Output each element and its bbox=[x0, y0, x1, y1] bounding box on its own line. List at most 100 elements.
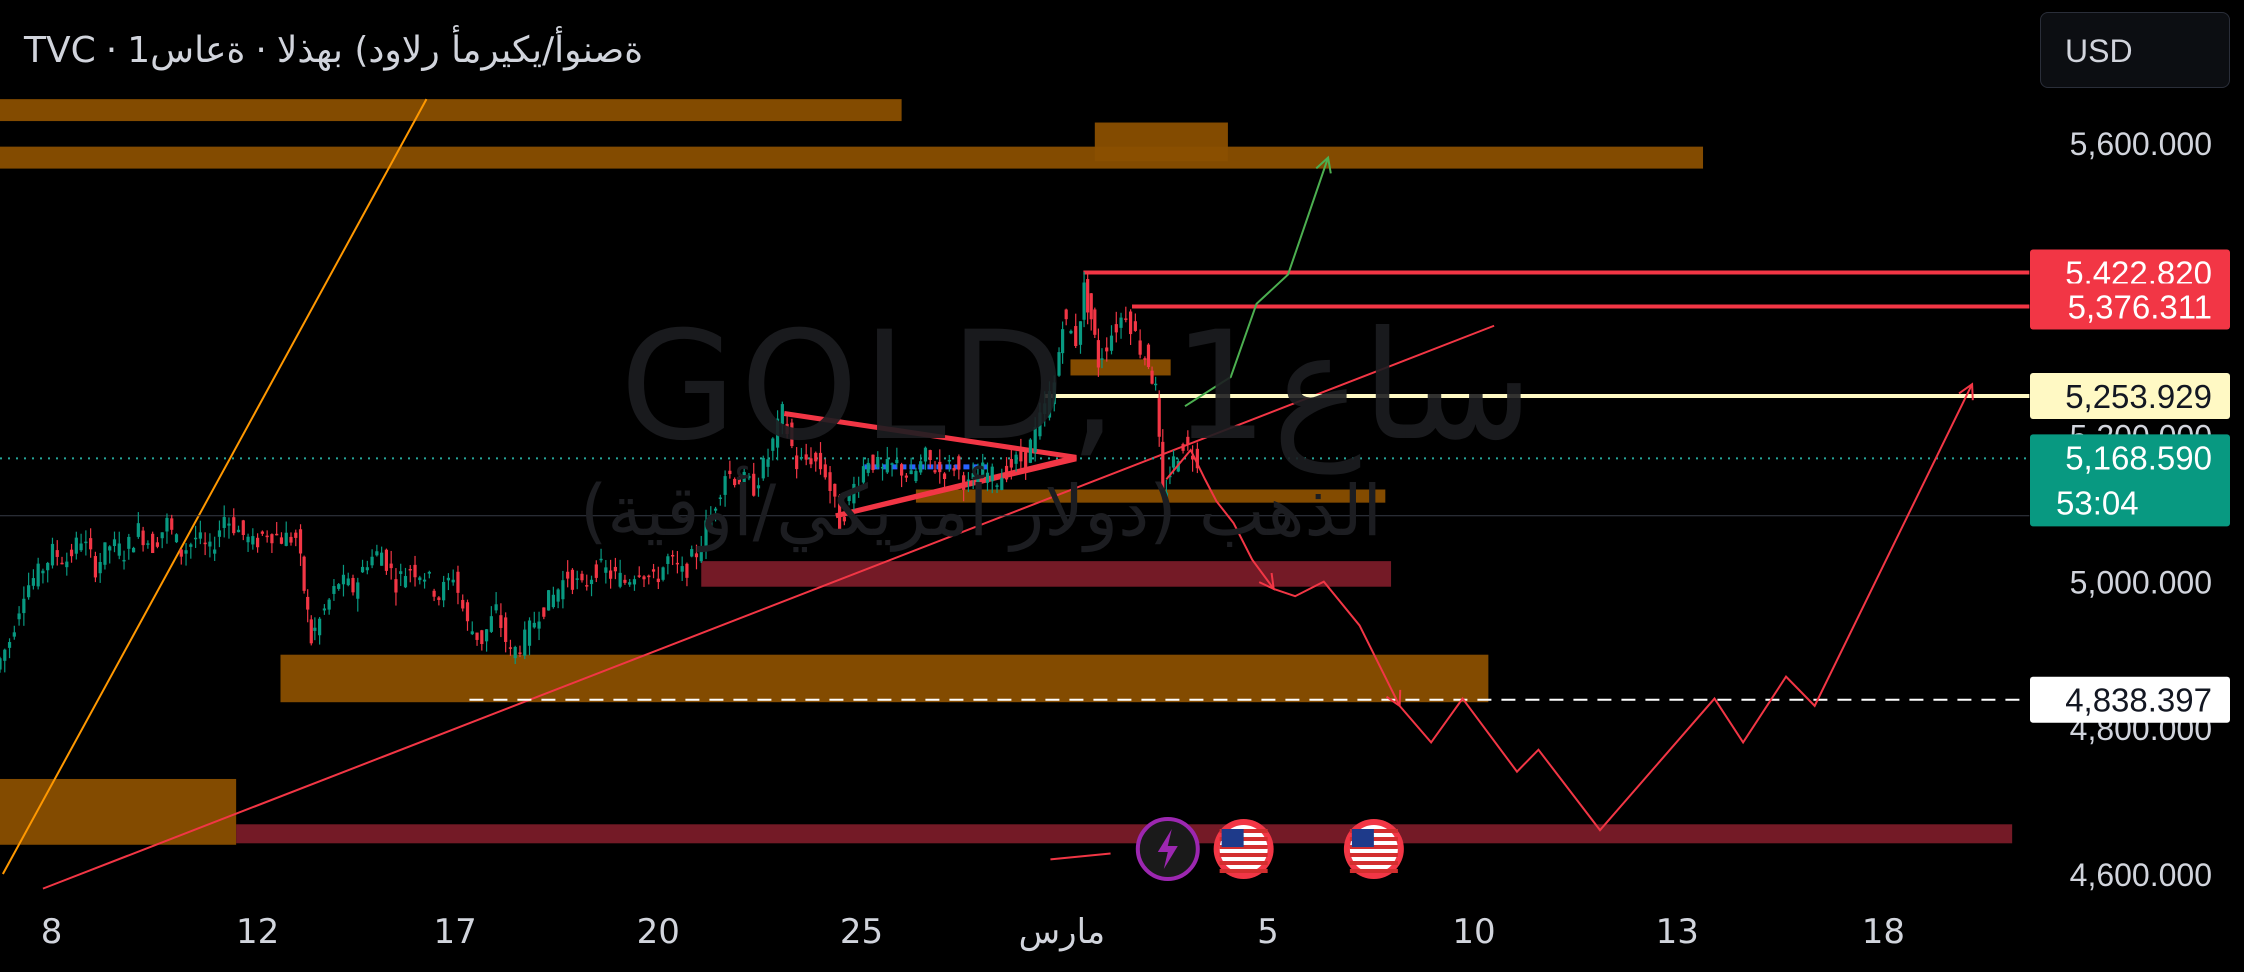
candle-body bbox=[799, 457, 804, 459]
candle-body bbox=[408, 568, 412, 571]
candle-body bbox=[632, 579, 637, 585]
us-flag-event-icon-2[interactable] bbox=[1343, 819, 1404, 879]
candle-body bbox=[1078, 321, 1083, 345]
candle-body bbox=[933, 470, 937, 473]
candle-body bbox=[0, 658, 2, 670]
candle-body bbox=[556, 589, 560, 602]
candle-body bbox=[857, 486, 861, 492]
candle-body bbox=[594, 564, 598, 578]
candle-body bbox=[818, 452, 823, 470]
candle-body bbox=[1105, 347, 1109, 352]
candle-body bbox=[1033, 427, 1037, 453]
candle-body bbox=[570, 569, 575, 590]
candle-body bbox=[718, 497, 722, 499]
candle-body bbox=[27, 585, 31, 598]
candle-body bbox=[690, 549, 694, 557]
candle-body bbox=[1028, 439, 1033, 463]
candle-body bbox=[298, 529, 303, 554]
candle-body bbox=[112, 539, 117, 547]
candle-body bbox=[1089, 293, 1093, 320]
candle-body bbox=[1100, 358, 1104, 360]
candle-body bbox=[179, 549, 183, 557]
flag-stripe bbox=[1219, 869, 1268, 873]
candle-body bbox=[275, 533, 279, 536]
bolt-event-icon[interactable] bbox=[1135, 817, 1200, 881]
candle-body bbox=[227, 523, 231, 526]
trend-line bbox=[42, 324, 1495, 890]
candle-body bbox=[1195, 448, 1199, 469]
candle-body bbox=[852, 483, 856, 504]
time-axis[interactable]: 8 12 17 20 25 مارس 5 10 13 18 bbox=[41, 912, 1905, 952]
candle-body bbox=[36, 563, 40, 587]
candle-body bbox=[356, 582, 360, 599]
us-flag-event-icon[interactable] bbox=[1213, 819, 1274, 879]
candle-body bbox=[938, 461, 942, 473]
flag-stripe bbox=[1219, 861, 1268, 865]
candle-body bbox=[193, 537, 198, 540]
candle-body bbox=[456, 571, 460, 593]
candle-body bbox=[561, 580, 565, 600]
flag-stripe bbox=[1349, 869, 1398, 873]
x-tick-label: 12 bbox=[236, 912, 279, 952]
candle-body bbox=[236, 529, 241, 533]
candle-body bbox=[713, 508, 718, 511]
x-tick-label: 5 bbox=[1257, 912, 1279, 952]
symbol-header[interactable]: TVC · ةصنوأ/يكيرمأ رلاود) بهذلا·ةعاس1 bbox=[24, 30, 644, 71]
candle-body bbox=[1119, 317, 1123, 328]
watermark-symbol: GOLD, 1ساع bbox=[620, 300, 1534, 474]
candle-body bbox=[375, 551, 379, 556]
candle-body bbox=[213, 549, 217, 554]
candle-body bbox=[546, 590, 551, 611]
candle-body bbox=[599, 558, 603, 561]
candle-body bbox=[208, 541, 212, 547]
candle-body bbox=[422, 579, 427, 582]
price-label-bg-level bbox=[2030, 372, 2230, 419]
bolt-icon bbox=[1157, 829, 1178, 869]
candle-body bbox=[203, 542, 207, 545]
candle-body bbox=[442, 581, 446, 601]
candle-body bbox=[542, 607, 546, 617]
candle-body bbox=[318, 618, 322, 636]
candle-body bbox=[919, 461, 923, 473]
candle-body bbox=[1057, 352, 1061, 376]
candle-body bbox=[709, 515, 713, 529]
candle-body bbox=[1024, 452, 1028, 468]
candle-body bbox=[1150, 370, 1154, 384]
candle-body bbox=[847, 493, 851, 502]
candle-body bbox=[117, 543, 121, 556]
candle-body bbox=[775, 418, 780, 448]
candle-body bbox=[666, 556, 670, 564]
candle-body bbox=[69, 549, 74, 557]
candle-body bbox=[489, 616, 493, 632]
candle-body bbox=[217, 530, 222, 537]
candle-body bbox=[465, 602, 470, 622]
candle-body bbox=[332, 586, 336, 594]
price-label-bg-current bbox=[2030, 434, 2230, 527]
candle-body bbox=[146, 543, 150, 545]
candle-body bbox=[942, 473, 947, 480]
events-layer[interactable] bbox=[1135, 817, 1404, 881]
zone-2 bbox=[1094, 122, 1228, 162]
candle-body bbox=[22, 598, 26, 614]
candle-body bbox=[589, 579, 594, 585]
flag-stripe bbox=[1219, 853, 1268, 857]
candle-body bbox=[656, 578, 660, 583]
candle-body bbox=[98, 562, 102, 574]
x-tick-label: 17 bbox=[433, 912, 476, 952]
candle-body bbox=[427, 571, 431, 574]
candle-body bbox=[1128, 311, 1133, 335]
candle-body bbox=[1019, 451, 1023, 462]
candle-body bbox=[532, 622, 536, 628]
price-label-level: 5,253.929 bbox=[2065, 378, 2212, 415]
candle-body bbox=[909, 470, 913, 475]
candle-body bbox=[795, 455, 799, 470]
candle-body bbox=[309, 619, 313, 644]
candle-body bbox=[518, 652, 522, 654]
currency-button[interactable]: USD bbox=[2040, 12, 2230, 88]
x-tick-label: 13 bbox=[1656, 912, 1699, 952]
candle-body bbox=[284, 532, 288, 546]
symbol-name: ةصنوأ/يكيرمأ رلاود) بهذلا bbox=[276, 30, 644, 71]
candle-body bbox=[7, 642, 12, 648]
candle-body bbox=[1043, 403, 1047, 415]
